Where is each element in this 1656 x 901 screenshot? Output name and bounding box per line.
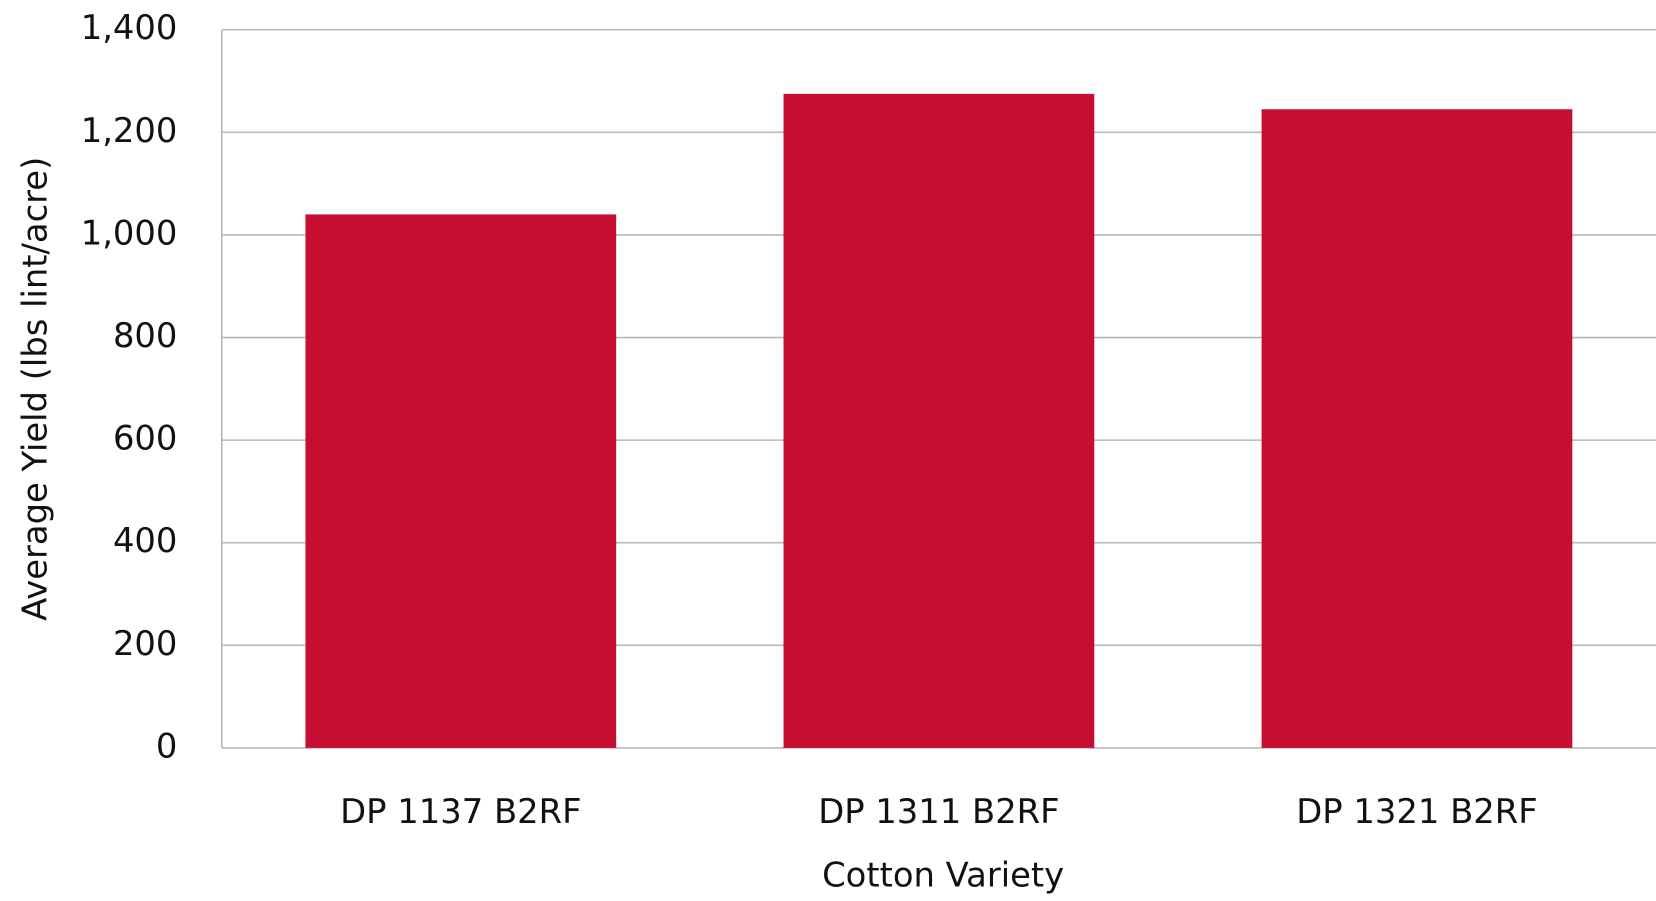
x-axis-title: Cotton Variety: [822, 855, 1064, 894]
y-tick-label: 1,000: [81, 213, 178, 252]
y-tick-label: 200: [113, 624, 177, 663]
x-tick-label: DP 1137 B2RF: [340, 792, 581, 831]
x-tick-label: DP 1321 B2RF: [1296, 792, 1537, 831]
y-axis-title: Average Yield (lbs lint/acre): [15, 157, 54, 621]
y-tick-label: 1,400: [81, 8, 178, 47]
bar: [305, 214, 617, 748]
bar: [783, 93, 1095, 748]
y-tick-label: 800: [113, 316, 177, 355]
y-tick-label: 400: [113, 521, 177, 560]
y-tick-label: 0: [156, 726, 178, 765]
bar: [1261, 109, 1573, 748]
x-tick-label: DP 1311 B2RF: [818, 792, 1059, 831]
y-tick-label: 600: [113, 419, 177, 458]
y-tick-label: 1,200: [81, 111, 178, 150]
